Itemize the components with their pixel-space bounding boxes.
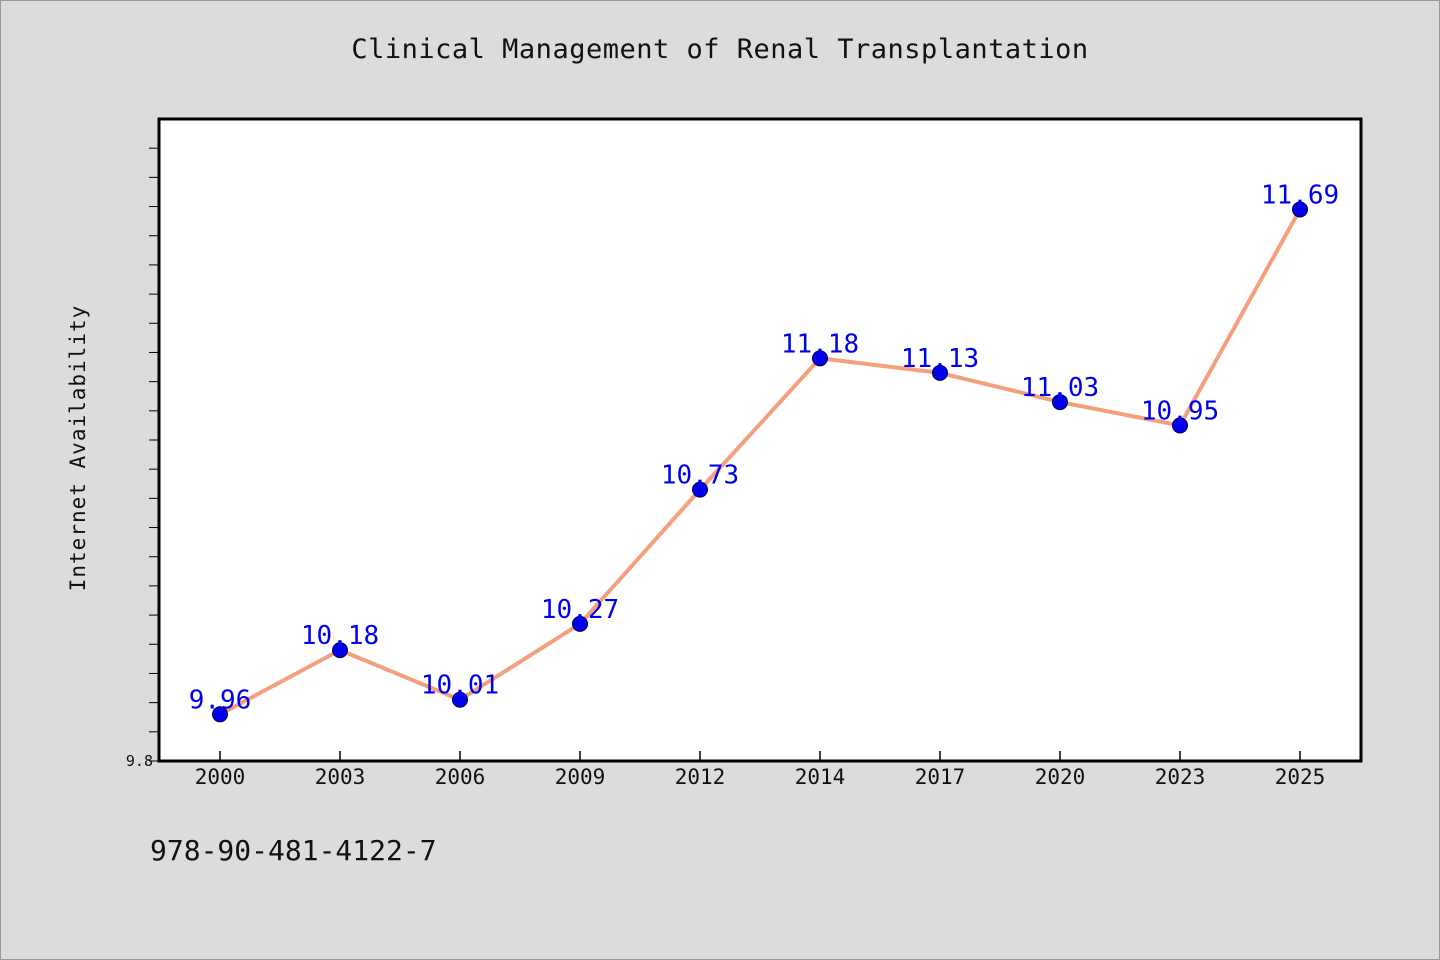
data-point <box>1172 417 1188 434</box>
series-lines <box>218 207 1302 717</box>
x-tick-label: 2025 <box>1275 765 1326 789</box>
data-label: 10.27 <box>541 595 619 625</box>
data-point <box>812 350 828 367</box>
data-label: 11.13 <box>901 344 979 374</box>
x-tick-label: 2000 <box>195 765 246 789</box>
data-point <box>212 706 228 723</box>
y-tick-label: 9.8 <box>126 752 153 770</box>
x-tick-label: 2023 <box>1155 765 1206 789</box>
data-label: 11.18 <box>781 329 859 359</box>
x-tick-label: 2014 <box>795 765 846 789</box>
data-point <box>1052 394 1068 411</box>
chart-title: Clinical Management of Renal Transplanta… <box>351 34 1089 65</box>
y-axis-ticks <box>149 147 159 762</box>
data-label: 10.01 <box>421 671 499 701</box>
series-markers <box>212 201 1308 723</box>
series-line <box>218 207 1302 717</box>
data-point <box>1292 201 1308 218</box>
data-point <box>572 615 588 632</box>
x-tick-label: 2012 <box>675 765 726 789</box>
data-label: 10.73 <box>661 461 739 491</box>
plot-area <box>157 117 1363 763</box>
x-axis-ticks <box>219 751 1301 761</box>
data-label: 11.69 <box>1261 180 1339 210</box>
data-point <box>932 364 948 381</box>
data-label: 10.95 <box>1141 396 1219 426</box>
data-label: 11.03 <box>1021 373 1099 403</box>
data-label: 10.18 <box>301 621 379 651</box>
x-axis-tick-labels: 2000 2003 2006 2009 2012 2014 2017 2020 2023 2025 <box>195 765 1326 789</box>
x-tick-label: 2003 <box>315 765 366 789</box>
x-tick-label: 2009 <box>555 765 606 789</box>
data-point <box>452 691 468 708</box>
x-tick-label: 2017 <box>915 765 966 789</box>
data-labels: 9.96 10.18 10.01 10.27 10.73 11.18 11.13 11.03 1… <box>189 180 1339 715</box>
x-tick-label: 2006 <box>435 765 486 789</box>
data-label: 9.96 <box>189 685 252 715</box>
y-axis-tick-labels: 9.8 <box>126 752 153 770</box>
x-tick-label: 2020 <box>1035 765 1086 789</box>
isbn-text: 978-90-481-4122-7 <box>150 834 437 867</box>
data-point <box>332 642 348 659</box>
data-point <box>692 481 708 498</box>
